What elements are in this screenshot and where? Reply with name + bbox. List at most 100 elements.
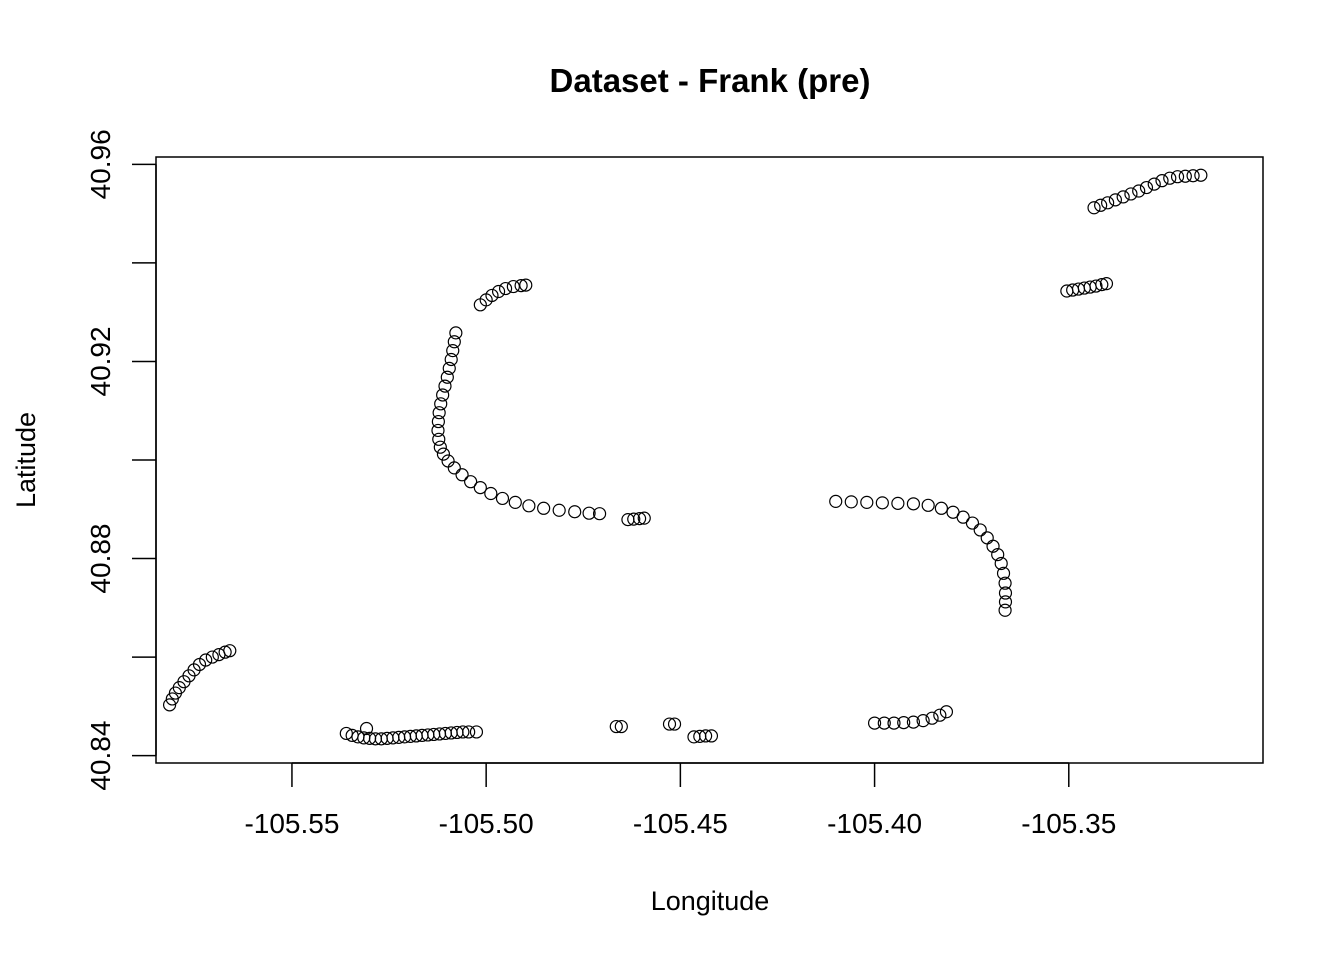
- data-point: [495, 491, 510, 506]
- data-points: [162, 168, 1208, 746]
- data-point: [1163, 171, 1177, 185]
- x-axis: -105.55 -105.50 -105.45 -105.40 -105.35: [244, 762, 1116, 839]
- data-point: [582, 506, 596, 520]
- data-point: [1186, 169, 1200, 183]
- data-point: [980, 531, 994, 545]
- data-point: [484, 486, 498, 501]
- data-point: [998, 576, 1012, 590]
- data-point: [1089, 279, 1103, 293]
- data-point: [568, 505, 582, 519]
- data-point: [699, 729, 713, 743]
- data-point: [844, 495, 858, 509]
- data-point: [965, 516, 980, 530]
- data-point: [473, 480, 487, 495]
- data-point: [444, 352, 458, 367]
- data-point: [921, 498, 935, 512]
- data-point: [906, 715, 921, 729]
- x-tick-label: -105.35: [1021, 808, 1116, 839]
- data-point: [462, 725, 476, 739]
- data-point: [469, 725, 484, 739]
- data-point: [498, 281, 513, 296]
- data-point: [614, 719, 628, 734]
- data-point: [1132, 184, 1146, 198]
- data-point: [491, 284, 506, 299]
- data-point: [1170, 170, 1185, 184]
- y-axis: 40.84 40.88 40.92 40.96: [85, 129, 157, 791]
- data-point: [1139, 180, 1154, 195]
- data-point: [434, 397, 448, 411]
- x-tick-label: -105.45: [633, 808, 728, 839]
- data-point: [877, 716, 891, 730]
- data-point: [436, 388, 450, 402]
- data-point: [441, 454, 455, 468]
- x-tick-label: -105.55: [244, 808, 339, 839]
- data-point: [1194, 168, 1208, 182]
- data-point: [867, 716, 882, 730]
- data-point: [1124, 187, 1138, 201]
- data-point: [456, 725, 470, 739]
- y-tick-label: 40.84: [85, 721, 116, 791]
- data-point: [464, 475, 478, 489]
- data-point: [519, 278, 533, 292]
- data-point: [537, 501, 551, 515]
- data-point: [986, 539, 1000, 553]
- data-point: [1095, 278, 1109, 292]
- data-point: [609, 719, 623, 734]
- data-point: [1155, 174, 1169, 188]
- data-point: [934, 501, 948, 515]
- data-point: [998, 586, 1013, 600]
- data-point: [436, 447, 451, 461]
- data-point: [199, 653, 213, 667]
- data-point: [1178, 169, 1192, 183]
- data-point: [359, 721, 374, 736]
- y-tick-label: 40.96: [85, 129, 116, 199]
- data-point: [1101, 196, 1115, 210]
- data-point: [891, 496, 905, 510]
- data-point: [998, 603, 1012, 617]
- data-point: [939, 705, 954, 719]
- y-tick-label: 40.88: [85, 523, 116, 593]
- data-point: [1108, 193, 1123, 207]
- data-point: [667, 717, 682, 731]
- data-point: [438, 379, 452, 393]
- data-point: [662, 717, 677, 731]
- data-point: [906, 497, 921, 511]
- data-point: [223, 644, 237, 658]
- data-point: [1099, 277, 1114, 291]
- data-point: [996, 566, 1011, 580]
- data-point: [998, 595, 1013, 609]
- data-point: [897, 715, 911, 730]
- data-point: [991, 547, 1005, 562]
- data-point: [522, 499, 536, 513]
- data-point: [956, 510, 970, 524]
- y-axis-label: Latitude: [11, 412, 41, 508]
- data-point: [440, 370, 454, 384]
- data-point: [860, 495, 874, 509]
- data-point: [552, 503, 566, 517]
- data-point: [433, 440, 447, 454]
- data-point: [704, 729, 719, 743]
- data-point: [994, 556, 1008, 571]
- data-point: [1147, 177, 1161, 191]
- y-tick-label: 40.92: [85, 326, 116, 396]
- data-point: [447, 461, 461, 475]
- data-point: [916, 714, 930, 728]
- data-point: [508, 495, 522, 509]
- x-tick-label: -105.40: [827, 808, 922, 839]
- x-tick-label: -105.50: [439, 808, 534, 839]
- plot-frame: [155, 156, 1264, 764]
- data-point: [447, 335, 461, 349]
- data-point: [455, 468, 469, 482]
- data-point: [627, 512, 641, 526]
- data-point: [442, 361, 456, 375]
- data-point: [162, 698, 177, 712]
- data-point: [973, 523, 987, 537]
- data-point: [431, 414, 445, 429]
- data-point: [514, 278, 528, 293]
- data-point: [446, 344, 460, 358]
- data-point: [485, 288, 499, 303]
- data-point: [632, 512, 647, 526]
- data-point: [592, 507, 607, 521]
- data-point: [449, 326, 463, 340]
- data-point: [637, 511, 651, 525]
